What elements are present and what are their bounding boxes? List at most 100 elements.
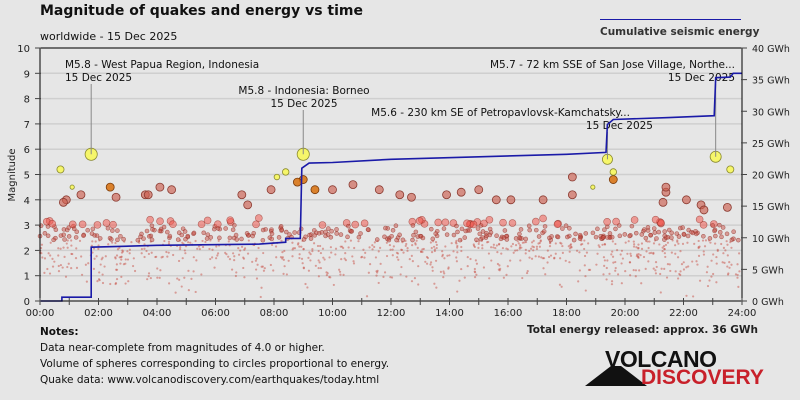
small-quake-dot: [59, 247, 62, 250]
small-quake-dot: [637, 243, 640, 246]
small-quake-dot: [578, 251, 581, 254]
small-quake-dot: [62, 237, 67, 242]
small-quake-dot: [115, 254, 119, 257]
small-quake-dot: [478, 223, 484, 228]
quake-bubble: [661, 182, 671, 192]
small-quake-dot: [360, 256, 363, 259]
small-quake-dot: [686, 241, 689, 244]
small-quake-dot: [167, 233, 173, 239]
small-quake-dot: [474, 237, 479, 243]
small-quake-dot: [371, 244, 374, 247]
small-quake-dot: [338, 268, 341, 271]
small-quake-dot: [477, 231, 483, 237]
small-quake-dot: [467, 228, 473, 233]
small-quake-dot: [555, 234, 561, 240]
small-quake-dot: [334, 253, 337, 256]
small-quake-dot: [140, 247, 143, 251]
quake-bubble: [474, 185, 484, 195]
small-quake-dot: [655, 265, 658, 269]
small-quake-dot: [111, 241, 114, 244]
small-quake-dot: [252, 220, 260, 229]
small-quake-dot: [298, 245, 301, 248]
small-quake-dot: [104, 255, 107, 258]
small-quake-dot: [209, 239, 212, 242]
small-quake-dot: [607, 231, 613, 236]
volcanodiscovery-logo[interactable]: VOLCANO DISCOVERY: [585, 346, 764, 390]
small-quake-dot: [695, 215, 704, 224]
small-quake-dot: [147, 275, 150, 278]
small-quake-dot: [312, 242, 316, 245]
small-quake-dot: [496, 251, 499, 254]
axes: 0 1 2 3 4 5 6 7 8 9 10 0 GWh 5 GWh 10 GWh 15 GWh 20 GWh…: [17, 44, 790, 319]
small-quake-dot: [98, 271, 101, 274]
small-quake-dot: [352, 262, 356, 265]
small-quake-dot: [663, 267, 666, 271]
small-quake-dot: [663, 252, 666, 255]
small-quake-dot: [396, 256, 399, 259]
small-quake-dot: [283, 249, 286, 253]
quake-bubble: [76, 190, 86, 200]
small-quake-dot: [602, 256, 606, 259]
small-quake-dot: [481, 244, 484, 247]
small-quake-dot: [410, 223, 416, 228]
small-quake-dot: [529, 247, 533, 250]
small-quake-dot: [736, 263, 739, 266]
y-tick-label: 8: [24, 95, 30, 106]
small-quake-dot: [528, 249, 531, 253]
small-quake-dot: [285, 273, 288, 276]
small-quake-dot: [648, 240, 651, 243]
small-quake-dot: [532, 246, 535, 249]
small-quake-dot: [433, 248, 436, 251]
small-quake-dot: [728, 266, 731, 269]
small-quake-dot: [130, 241, 133, 244]
small-quake-dot: [395, 251, 399, 254]
small-quake-dot: [208, 235, 214, 240]
small-quake-dot: [413, 277, 417, 280]
small-quake-dot: [666, 241, 669, 244]
small-quake-dot: [497, 243, 501, 246]
small-quake-dot: [191, 230, 197, 236]
small-quake-dot: [323, 258, 326, 261]
small-quake-dot: [523, 236, 529, 242]
small-quake-dot: [595, 263, 598, 266]
small-quake-dot: [367, 271, 370, 274]
small-quake-dot: [510, 245, 513, 248]
annotation-date: 15 Dec 2025: [270, 98, 337, 110]
small-quake-dot: [697, 239, 700, 243]
large-quake-bubble: [282, 168, 290, 176]
small-quake-dot: [417, 265, 420, 268]
small-quake-dot: [374, 256, 378, 259]
small-quake-dot: [334, 247, 338, 250]
small-quake-dot: [242, 266, 245, 270]
small-quake-dot: [443, 272, 446, 275]
small-quake-dot: [497, 268, 500, 271]
small-quake-dot: [674, 270, 677, 273]
small-quake-dot: [674, 252, 677, 255]
small-quake-dot: [120, 258, 123, 261]
small-quake-dot: [65, 242, 68, 245]
small-quake-dot: [541, 229, 547, 234]
small-quake-dot: [645, 250, 648, 253]
small-quake-dot: [569, 244, 572, 247]
small-quake-dot: [411, 244, 414, 247]
small-quake-dot: [197, 245, 201, 248]
small-quake-dot: [456, 251, 459, 254]
small-quake-dot: [627, 233, 632, 239]
annotation-label: M5.8 - Indonesia: Borneo: [238, 85, 369, 97]
small-quake-dot: [319, 251, 323, 255]
small-quake-dot: [682, 268, 686, 271]
total-energy-text: Total energy released: approx. 36 GWh: [527, 324, 758, 336]
small-quake-dot: [105, 225, 111, 231]
small-quake-dot: [232, 252, 235, 255]
quake-bubble: [310, 185, 320, 195]
small-quake-dot: [553, 256, 556, 260]
small-quake-dot: [463, 276, 466, 279]
small-quake-dot: [455, 260, 458, 263]
small-quake-dot: [451, 232, 457, 238]
small-quake-dot: [292, 247, 295, 250]
small-quake-dot: [499, 218, 507, 227]
small-quake-dot: [66, 225, 72, 230]
small-quake-dot: [542, 224, 548, 229]
small-quake-dot: [254, 259, 258, 262]
small-quake-dot: [397, 258, 400, 261]
